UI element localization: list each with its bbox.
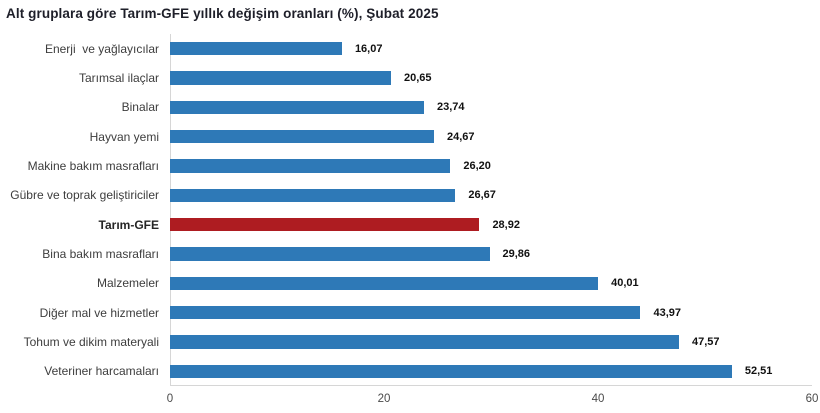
value-label: 28,92 [492, 218, 520, 231]
value-label: 52,51 [744, 365, 773, 378]
bar [170, 247, 490, 261]
bar-track: 16,07 [170, 41, 812, 56]
bar-track: 29,86 [170, 247, 812, 261]
bar [170, 276, 599, 291]
category-label: Enerji ve yağlayıcılar [44, 41, 159, 56]
bar [170, 159, 451, 173]
category-label: Tarımsal ilaçlar [78, 70, 159, 85]
value-label: 24,67 [446, 130, 475, 143]
bar-track: 43,97 [170, 305, 812, 320]
value-label: 40,01 [611, 277, 639, 290]
bar-row: Makine bakım masrafları 26,20 [0, 151, 812, 180]
category-label: Gübre ve toprak geliştiriciler [10, 188, 159, 203]
bar-track: 26,67 [170, 188, 812, 203]
bar-row: Hayvan yemi 24,67 [0, 122, 812, 151]
category-label: Tohum ve dikim materyali [23, 334, 159, 349]
bar-track: 20,65 [170, 71, 812, 85]
bar [170, 100, 425, 115]
bar-track: 52,51 [170, 364, 812, 379]
bar [170, 188, 456, 203]
value-label: 16,07 [354, 42, 383, 55]
plot-body: Enerji ve yağlayıcılar 16,07 Tarımsal ilaç… [0, 34, 812, 386]
chart-title: Alt gruplara göre Tarım-GFE yıllık değiş… [6, 6, 439, 21]
value-label: 29,86 [502, 247, 531, 260]
bar-track: 47,57 [170, 335, 812, 349]
value-label: 43,97 [653, 306, 681, 319]
x-axis-tick: 20 [377, 392, 391, 405]
category-label: Veteriner harcamaları [44, 364, 159, 379]
bar-row: Binalar 23,74 [0, 93, 812, 122]
value-label: 23,74 [437, 101, 465, 114]
bar-row: Gübre ve toprak geliştiriciler 26,67 [0, 181, 812, 210]
x-axis-tick: 60 [805, 392, 819, 405]
bar-row: Diğer mal ve hizmetler 43,97 [0, 298, 812, 327]
x-axis-tick: 0 [166, 392, 174, 405]
category-label: Bina bakım masrafları [42, 246, 159, 261]
value-label: 47,57 [691, 335, 720, 348]
bar [170, 364, 732, 379]
bar-track: 28,92 [170, 217, 812, 232]
category-label: Tarım-GFE [98, 217, 159, 232]
bar [170, 305, 641, 320]
category-label: Hayvan yemi [89, 129, 159, 144]
bar [170, 129, 434, 144]
bar [170, 335, 679, 349]
category-label: Diğer mal ve hizmetler [39, 305, 159, 320]
bar-row: Tohum ve dikim materyali 47,57 [0, 327, 812, 356]
category-label: Malzemeler [96, 276, 159, 291]
bar [170, 71, 391, 85]
x-axis-tick: 40 [591, 392, 605, 405]
bar-track: 26,20 [170, 159, 812, 173]
bar-row: Bina bakım masrafları 29,86 [0, 239, 812, 268]
bar-track: 40,01 [170, 276, 812, 291]
category-label: Makine bakım masrafları [27, 158, 159, 173]
plot-area: Enerji ve yağlayıcılar 16,07 Tarımsal ilaç… [0, 34, 819, 410]
value-label: 26,67 [468, 189, 496, 202]
bar-row: Tarımsal ilaçlar 20,65 [0, 63, 812, 92]
value-label: 26,20 [463, 159, 491, 172]
bar-row: Tarım-GFE 28,92 [0, 210, 812, 239]
bar [170, 41, 342, 56]
bar-row: Enerji ve yağlayıcılar 16,07 [0, 34, 812, 63]
bar-track: 23,74 [170, 100, 812, 115]
value-label: 20,65 [403, 71, 432, 84]
x-axis: 0 20 40 60 [166, 386, 819, 410]
bar-row: Malzemeler 40,01 [0, 269, 812, 298]
category-label: Binalar [121, 100, 159, 115]
bar-row: Veteriner harcamaları 52,51 [0, 357, 812, 386]
bar-track: 24,67 [170, 129, 812, 144]
highlight-bar [170, 217, 480, 232]
